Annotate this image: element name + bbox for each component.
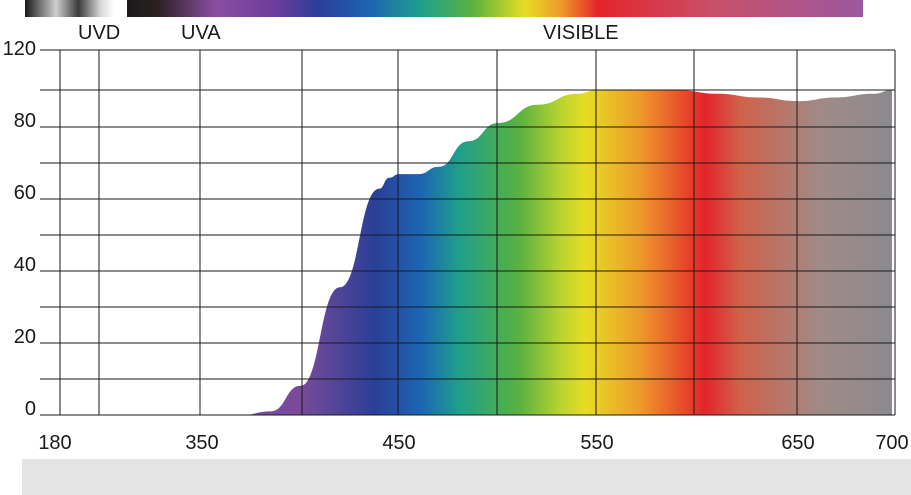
y-tick-label: 60 (14, 182, 36, 204)
x-tick-label: 350 (185, 432, 218, 454)
band-label-uvd: UVD (78, 22, 120, 44)
x-axis-ticks: 180 350 450 550 650 700 (38, 432, 908, 454)
y-tick-label: 40 (14, 254, 36, 276)
uva-visible-color-band (127, 0, 863, 17)
y-tick-label: 80 (14, 110, 36, 132)
x-tick-label: 450 (382, 432, 415, 454)
x-tick-label: 550 (580, 432, 613, 454)
y-tick-label: 0 (25, 398, 36, 420)
x-tick-label: 700 (875, 432, 908, 454)
band-label-visible: VISIBLE (543, 22, 619, 44)
band-label-uva: UVA (181, 22, 221, 44)
footer-bar (22, 459, 911, 495)
plot-area (40, 49, 896, 416)
uvd-color-band (25, 0, 114, 17)
x-tick-label: 180 (38, 432, 71, 454)
grid-lines (40, 49, 896, 416)
y-tick-label: 120 (3, 38, 36, 60)
spectral-curve-area (55, 90, 892, 416)
y-tick-label: 20 (14, 326, 36, 348)
x-tick-label: 650 (781, 432, 814, 454)
y-axis-ticks: 0 20 40 60 80 120 (3, 38, 36, 420)
